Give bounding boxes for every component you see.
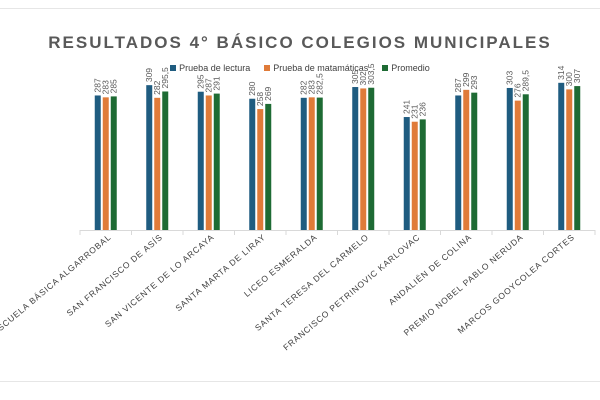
bar-lectura bbox=[352, 87, 359, 230]
bar-promedio bbox=[162, 91, 169, 230]
bar-matematicas bbox=[154, 97, 161, 230]
data-label: 293 bbox=[469, 75, 479, 89]
data-label: 280 bbox=[247, 81, 257, 95]
legend-swatch-matematicas bbox=[264, 65, 271, 71]
legend-swatch-promedio bbox=[382, 65, 389, 71]
legend-label-promedio: Promedio bbox=[391, 63, 430, 73]
data-label: 287 bbox=[453, 78, 463, 92]
bar-matematicas bbox=[514, 100, 521, 230]
bar-matematicas bbox=[411, 121, 418, 230]
bar-lectura bbox=[197, 91, 204, 230]
data-label: 305 bbox=[350, 70, 360, 84]
category-label: SAN VICENTE DE LO ARCAYA bbox=[103, 232, 216, 329]
bar-matematicas bbox=[102, 97, 109, 230]
data-label: 299 bbox=[461, 72, 471, 86]
bar-lectura bbox=[455, 95, 462, 230]
data-label: 282 bbox=[152, 80, 162, 94]
bar-promedio bbox=[368, 87, 375, 230]
data-label: 241 bbox=[401, 100, 411, 114]
data-label: 258 bbox=[255, 92, 265, 106]
legend-item-matematicas: Prueba de matamáticas bbox=[264, 63, 368, 73]
legend: Prueba de lectura Prueba de matamáticas … bbox=[0, 63, 600, 73]
bar-lectura bbox=[94, 95, 101, 230]
data-label: 295,5 bbox=[160, 67, 170, 89]
bar-matematicas bbox=[257, 109, 264, 230]
legend-item-lectura: Prueba de lectura bbox=[170, 63, 250, 73]
data-label: 282 bbox=[298, 80, 308, 94]
category-label: SANTA TERESA DEL CARMELO bbox=[253, 232, 371, 333]
bar-promedio bbox=[574, 86, 581, 230]
data-label: 307 bbox=[572, 69, 582, 83]
bar-lectura bbox=[558, 82, 565, 230]
chart-frame bbox=[0, 8, 600, 382]
data-label: 231 bbox=[409, 104, 419, 118]
legend-item-promedio: Promedio bbox=[382, 63, 430, 73]
bar-promedio bbox=[419, 119, 426, 230]
data-label: 269 bbox=[263, 86, 273, 100]
data-label: 314 bbox=[556, 65, 566, 79]
data-label: 295 bbox=[195, 74, 205, 88]
data-label: 283 bbox=[306, 80, 316, 94]
bar-promedio bbox=[522, 94, 529, 230]
bar-lectura bbox=[249, 98, 256, 230]
bar-lectura bbox=[300, 97, 307, 230]
bar-promedio bbox=[316, 97, 323, 230]
data-label: 291 bbox=[211, 76, 221, 90]
bar-matematicas bbox=[205, 95, 212, 230]
data-label: 283 bbox=[100, 80, 110, 94]
data-label: 276 bbox=[512, 83, 522, 97]
data-label: 282,5 bbox=[314, 73, 324, 95]
category-label: SAN FRANCISCO DE ASÍS bbox=[65, 232, 165, 318]
data-label: 287 bbox=[92, 78, 102, 92]
bar-matematicas bbox=[360, 88, 367, 230]
data-label: 303 bbox=[504, 71, 514, 85]
category-label: MARCOS GOOYCOLEA CORTES bbox=[456, 232, 577, 336]
data-label: 285 bbox=[108, 79, 118, 93]
data-label: 236 bbox=[417, 102, 427, 116]
legend-label-matematicas: Prueba de matamáticas bbox=[273, 63, 369, 73]
legend-swatch-lectura bbox=[170, 65, 177, 71]
bar-matematicas bbox=[566, 89, 573, 230]
bar-promedio bbox=[110, 96, 117, 230]
data-label: 309 bbox=[144, 68, 154, 82]
data-label: 289,5 bbox=[520, 70, 530, 92]
data-label: 287 bbox=[203, 78, 213, 92]
data-label: 303,5 bbox=[366, 63, 376, 85]
data-label: 302 bbox=[358, 71, 368, 85]
bar-lectura bbox=[403, 117, 410, 230]
category-label: SANTA MARTA DE LIRAY bbox=[173, 232, 267, 313]
bar-matematicas bbox=[308, 97, 315, 230]
chart-title: RESULTADOS 4° BÁSICO COLEGIOS MUNICIPALE… bbox=[48, 33, 552, 52]
bar-matematicas bbox=[463, 89, 470, 230]
legend-label-lectura: Prueba de lectura bbox=[179, 63, 251, 73]
bar-lectura bbox=[146, 85, 153, 230]
bar-lectura bbox=[506, 87, 513, 230]
bar-promedio bbox=[213, 93, 220, 230]
category-label: ANDALIÉN DE COLINA bbox=[387, 232, 474, 307]
bar-promedio bbox=[471, 92, 478, 230]
data-label: 300 bbox=[564, 72, 574, 86]
bar-promedio bbox=[265, 103, 272, 230]
